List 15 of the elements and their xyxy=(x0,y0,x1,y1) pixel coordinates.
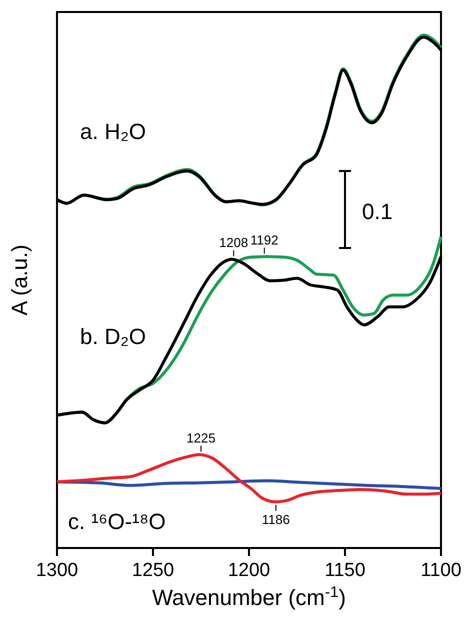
annotation: 1186 xyxy=(262,512,290,527)
x-tick-label: 1150 xyxy=(324,560,366,582)
annotation: 1192 xyxy=(250,232,278,248)
y-axis-title: A (a.u.) xyxy=(7,244,32,316)
x-tick-label: 1100 xyxy=(420,560,462,582)
annotation: 1225 xyxy=(186,430,216,446)
x-tick-label: 1300 xyxy=(36,560,78,582)
annotation: 1208 xyxy=(219,235,248,250)
annotation: 0.1 xyxy=(362,199,393,224)
x-tick-label: 1250 xyxy=(132,560,174,582)
annotation: b. D₂O xyxy=(80,324,146,349)
annotation: c. ¹⁶O-¹⁸O xyxy=(68,509,166,534)
annotation: a. H₂O xyxy=(80,119,146,144)
x-tick-label: 1200 xyxy=(228,560,270,582)
x-axis-title: Wavenumber (cm$^{-1}$) xyxy=(152,584,346,610)
